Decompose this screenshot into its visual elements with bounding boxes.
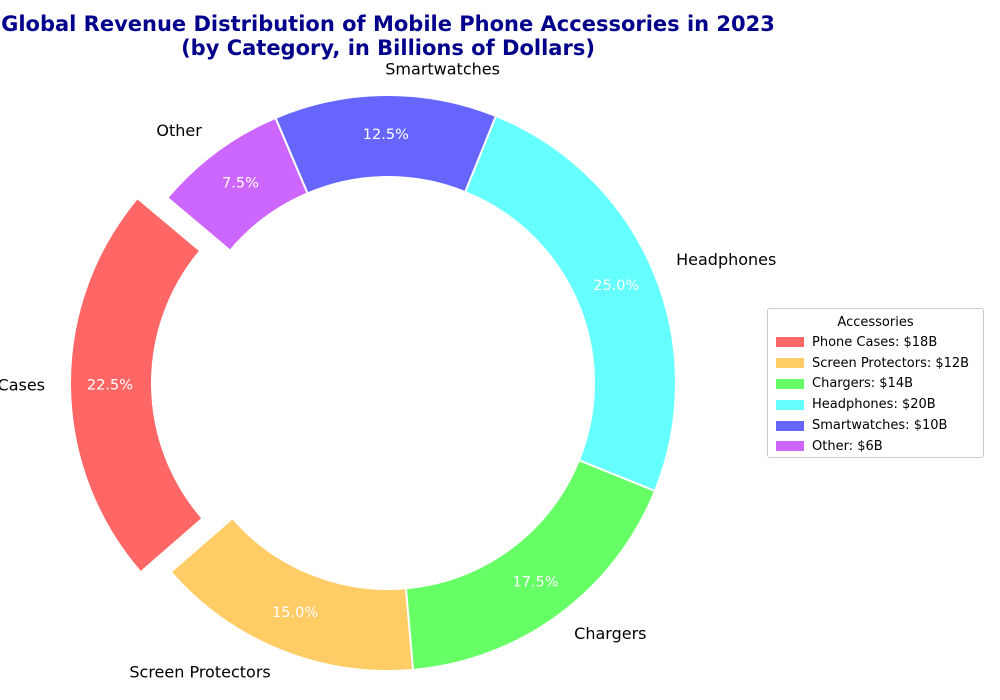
slice-phone-cases bbox=[69, 196, 204, 574]
legend-swatch bbox=[776, 420, 804, 431]
slice-other bbox=[165, 116, 309, 252]
category-label-smartwatches: Smartwatches bbox=[385, 60, 500, 79]
legend-label: Screen Protectors: $12B bbox=[812, 355, 970, 371]
slice-smartwatches bbox=[274, 94, 498, 195]
chart-title-group: Global Revenue Distribution of Mobile Ph… bbox=[1, 12, 775, 60]
category-labels-group: Phone Cases Screen Protectors Chargers Head… bbox=[0, 60, 776, 682]
category-label-other: Other bbox=[156, 121, 202, 140]
chart-title: Global Revenue Distribution of Mobile Ph… bbox=[1, 12, 775, 36]
percent-label-other: 7.5% bbox=[222, 176, 259, 192]
legend-item-headphones: Headphones: $20B bbox=[776, 394, 975, 415]
percent-label-chargers: 17.5% bbox=[512, 574, 558, 590]
slice-headphones bbox=[463, 114, 677, 493]
slice-screen-protectors bbox=[169, 516, 415, 672]
legend-item-chargers: Chargers: $14B bbox=[776, 374, 975, 395]
percent-labels-group: 22.5% 15.0% 17.5% 25.0% 12.5% 7.5% bbox=[87, 127, 639, 621]
percent-label-smartwatches: 12.5% bbox=[363, 127, 409, 143]
category-label-phone-cases: Phone Cases bbox=[0, 375, 45, 394]
legend-items: Phone Cases: $18B Screen Protectors: $12B… bbox=[776, 332, 975, 457]
legend-swatch bbox=[776, 378, 804, 389]
legend: Accessories Phone Cases: $18B Screen Prot… bbox=[767, 308, 984, 458]
chart-subtitle: (by Category, in Billions of Dollars) bbox=[181, 36, 595, 60]
percent-label-screen-protectors: 15.0% bbox=[272, 605, 318, 621]
slices-group bbox=[69, 94, 677, 672]
category-label-screen-protectors: Screen Protectors bbox=[129, 663, 270, 682]
legend-label: Other: $6B bbox=[812, 438, 883, 454]
legend-label: Smartwatches: $10B bbox=[812, 418, 948, 434]
legend-item-phone-cases: Phone Cases: $18B bbox=[776, 332, 975, 353]
category-label-headphones: Headphones bbox=[676, 250, 776, 269]
category-label-chargers: Chargers bbox=[574, 624, 646, 643]
legend-item-other: Other: $6B bbox=[776, 436, 975, 457]
legend-swatch bbox=[776, 337, 804, 348]
legend-label: Phone Cases: $18B bbox=[812, 334, 938, 350]
legend-item-screen-protectors: Screen Protectors: $12B bbox=[776, 353, 975, 374]
legend-item-smartwatches: Smartwatches: $10B bbox=[776, 415, 975, 436]
legend-swatch bbox=[776, 399, 804, 410]
legend-title: Accessories bbox=[837, 315, 914, 330]
legend-swatch bbox=[776, 441, 804, 452]
percent-label-headphones: 25.0% bbox=[593, 278, 639, 294]
legend-label: Chargers: $14B bbox=[812, 376, 914, 392]
legend-swatch bbox=[776, 358, 804, 369]
legend-label: Headphones: $20B bbox=[812, 397, 936, 413]
percent-label-phone-cases: 22.5% bbox=[87, 377, 133, 393]
